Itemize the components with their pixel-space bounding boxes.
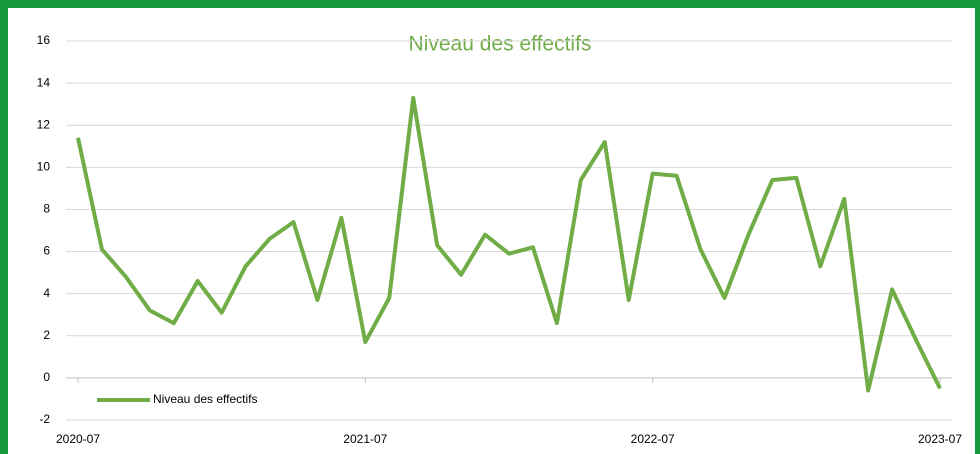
y-tick-label: -2 bbox=[39, 412, 50, 426]
x-tick-label: 2020-07 bbox=[56, 432, 100, 446]
y-tick-label: 16 bbox=[37, 33, 51, 47]
y-tick-label: 8 bbox=[43, 202, 50, 216]
y-tick-label: 14 bbox=[37, 75, 51, 89]
y-tick-label: 12 bbox=[37, 117, 51, 131]
y-tick-label: 6 bbox=[43, 244, 50, 258]
y-tick-label: 10 bbox=[37, 160, 51, 174]
legend-label: Niveau des effectifs bbox=[153, 392, 258, 406]
y-tick-label: 2 bbox=[43, 328, 50, 342]
x-tick-label: 2022-07 bbox=[631, 432, 675, 446]
data-line bbox=[76, 95, 942, 393]
y-tick-label: 4 bbox=[43, 286, 50, 300]
x-tick-label: 2021-07 bbox=[343, 432, 387, 446]
plot-background bbox=[8, 8, 975, 454]
y-tick-label: 0 bbox=[43, 370, 50, 384]
chart-title: Niveau des effectifs bbox=[409, 33, 592, 56]
x-tick-label: 2023-07 bbox=[918, 432, 962, 446]
